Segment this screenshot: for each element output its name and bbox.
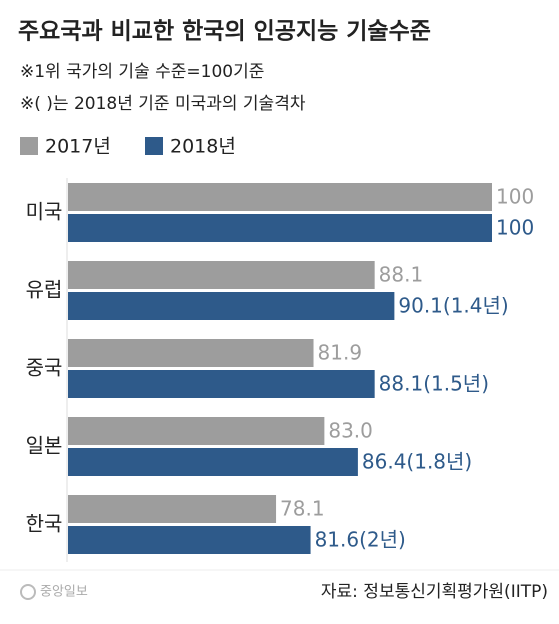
value-label: 78.1 — [280, 497, 325, 521]
chart-title: 주요국과 비교한 한국의 인공지능 기술수준 — [18, 19, 431, 45]
bar — [68, 417, 325, 445]
bar — [68, 261, 375, 289]
bar — [68, 495, 277, 523]
y-tick-label: 미국 — [26, 200, 63, 224]
bar — [68, 214, 492, 242]
y-tick-label: 중국 — [26, 356, 63, 380]
value-label: 88.1 — [379, 263, 424, 287]
legend-swatch — [145, 137, 163, 155]
bar — [68, 448, 358, 476]
value-label: 88.1(1.5년) — [379, 372, 489, 396]
bar — [68, 526, 311, 554]
source: 자료: 정보통신기획평가원(IITP) — [321, 582, 548, 602]
legend-swatch — [20, 137, 38, 155]
value-label: 83.0 — [328, 419, 373, 443]
bar — [68, 370, 375, 398]
legend-label: 2017년 — [45, 136, 111, 158]
value-label: 100 — [496, 216, 534, 240]
value-label: 100 — [496, 185, 534, 209]
y-tick-label: 한국 — [26, 512, 63, 536]
value-label: 86.4(1.8년) — [362, 450, 472, 474]
logo-icon — [20, 584, 36, 600]
bar — [68, 339, 314, 367]
legend-label: 2018년 — [170, 136, 236, 158]
note: ※( )는 2018년 기준 미국과의 기술격차 — [20, 94, 306, 114]
y-tick-label: 유럽 — [26, 278, 63, 302]
logo: 중앙일보 — [40, 585, 88, 600]
bar — [68, 292, 395, 320]
value-label: 90.1(1.4년) — [398, 294, 508, 318]
note: ※1위 국가의 기술 수준=100기준 — [20, 62, 264, 82]
bar — [68, 183, 492, 211]
value-label: 81.6(2년) — [315, 528, 406, 552]
value-label: 81.9 — [318, 341, 363, 365]
y-tick-label: 일본 — [26, 434, 63, 458]
